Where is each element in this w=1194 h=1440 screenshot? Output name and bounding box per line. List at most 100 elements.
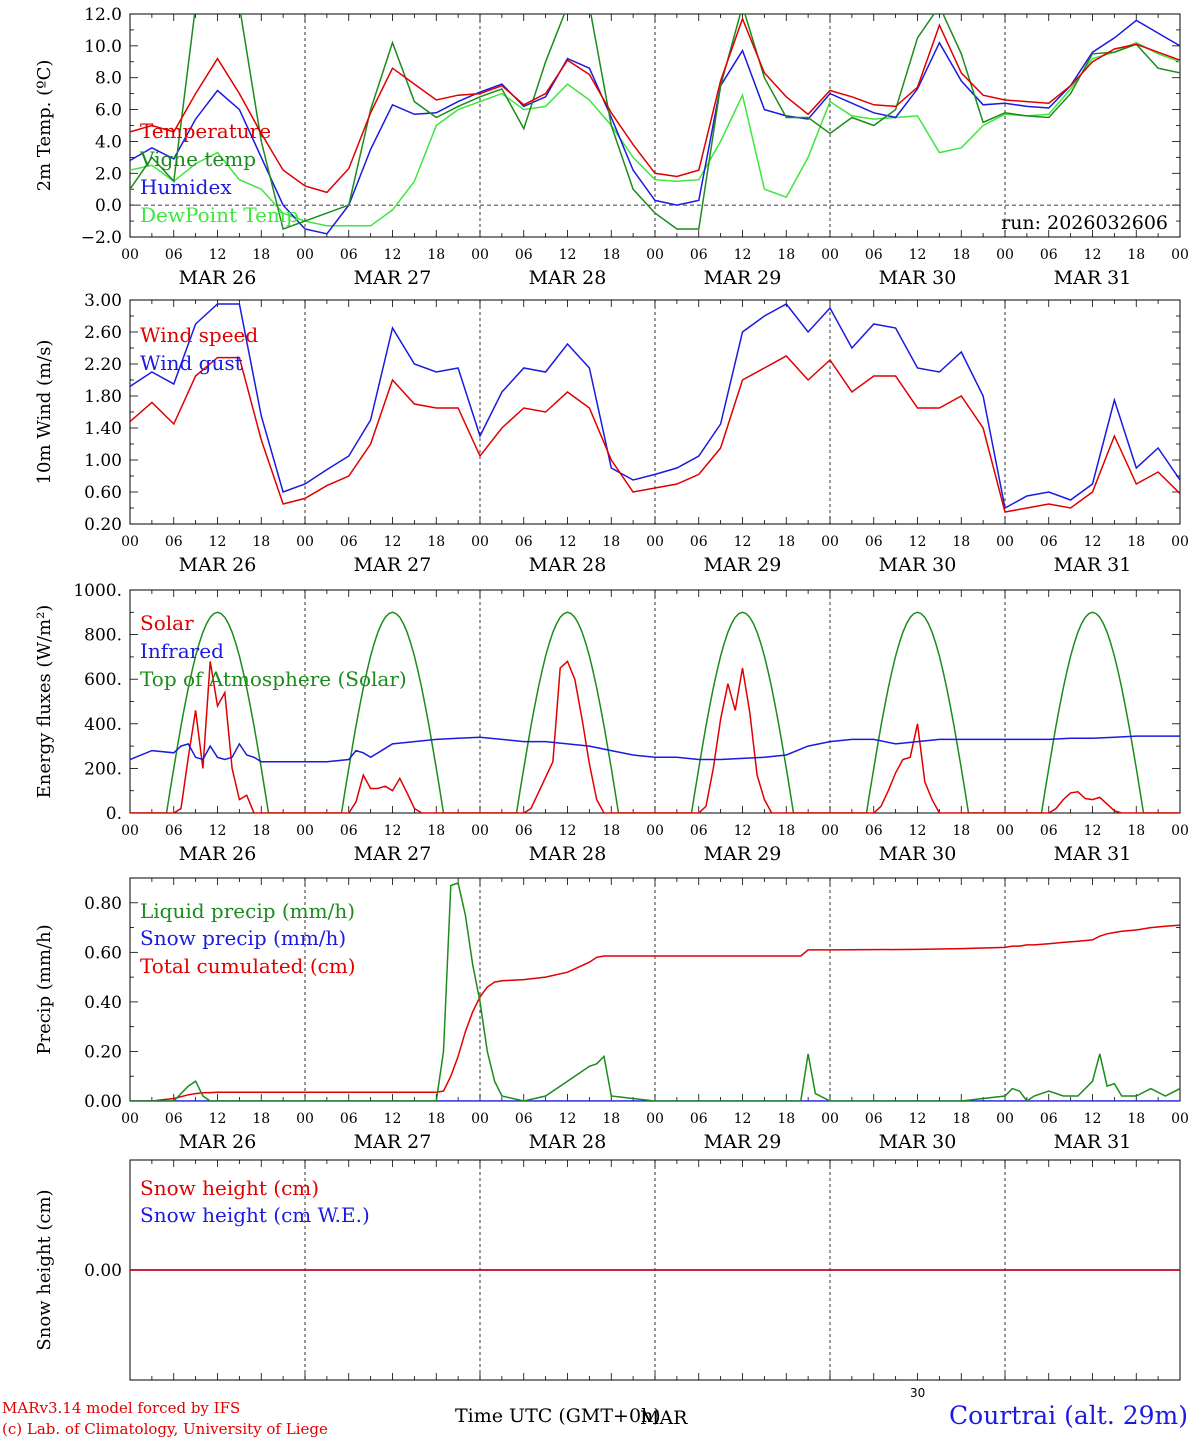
day-label: MAR 27 (354, 554, 432, 576)
x-tick-label: 00 (821, 1111, 839, 1127)
x-tick-label: 06 (1040, 1111, 1058, 1127)
x-tick-label: 12 (909, 1111, 927, 1127)
x-tick-label: 06 (515, 247, 533, 263)
x-tick-label: 12 (559, 1111, 577, 1127)
x-tick-label: 18 (602, 247, 620, 263)
y-tick-label: 2.20 (84, 355, 122, 375)
x-tick-label: 12 (1084, 534, 1102, 550)
x-tick-label: 00 (996, 1111, 1014, 1127)
x-tick-label: 06 (515, 823, 533, 839)
x-tick-label: 06 (165, 1111, 183, 1127)
day-label: MAR 29 (704, 267, 782, 289)
x-tick-label: 06 (690, 247, 708, 263)
model-line-2: (c) Lab. of Climatology, University of L… (2, 1420, 328, 1438)
day-label: MAR 29 (704, 843, 782, 865)
x-tick-label: 00 (821, 534, 839, 550)
model-credit: MARv3.14 model forced by IFS (c) Lab. of… (2, 1398, 328, 1440)
y-tick-label: 0.60 (84, 483, 122, 503)
x-tick-label: 00 (296, 534, 314, 550)
series-line-0 (130, 16, 1180, 194)
x-tick-label: 06 (165, 534, 183, 550)
series-line-1 (130, 303, 1180, 510)
x-tick-label: 18 (1127, 823, 1145, 839)
day-label: MAR 30 (879, 1131, 957, 1153)
day-label: MAR 26 (179, 267, 257, 289)
legend-entry: DewPoint Temp (140, 203, 299, 227)
series-line-2 (130, 924, 1180, 1101)
x-tick-label: 18 (252, 1111, 270, 1127)
x-tick-label: 00 (996, 823, 1014, 839)
x-tick-label: 06 (340, 247, 358, 263)
x-tick-label: 06 (690, 534, 708, 550)
legend-entry: Snow height (cm) (140, 1176, 319, 1200)
x-tick-label: 00 (996, 247, 1014, 263)
y-tick-label: 1000. (73, 581, 122, 601)
legend-entry: Total cumulated (cm) (140, 954, 356, 978)
x-tick-label: 00 (1171, 247, 1189, 263)
x-tick-label: 18 (952, 247, 970, 263)
y-axis-title: 10m Wind (m/s) (34, 340, 55, 485)
x-tick-label: 12 (1084, 823, 1102, 839)
series-line-0 (130, 882, 1180, 1101)
x-tick-label: 18 (777, 823, 795, 839)
y-tick-label: 0.20 (84, 515, 122, 535)
x-tick-label: 06 (165, 247, 183, 263)
legend-entry: Snow height (cm W.E.) (140, 1203, 370, 1227)
y-tick-label: 0.60 (84, 943, 122, 963)
x-tick-label: 18 (1127, 1111, 1145, 1127)
legend-entry: Wind gust (140, 351, 243, 375)
x-tick-label: 12 (909, 534, 927, 550)
day-label: MAR 28 (529, 1131, 607, 1153)
x-tick-label: 12 (559, 823, 577, 839)
x-tick-label: 06 (515, 1111, 533, 1127)
day-label: MAR 26 (179, 554, 257, 576)
y-tick-label: 400. (84, 715, 122, 735)
y-tick-label: 1.80 (84, 387, 122, 407)
y-tick-label: 0.00 (84, 1092, 122, 1112)
x-tick-label: 00 (296, 247, 314, 263)
x-tick-label: 00 (121, 1111, 139, 1127)
day-label: MAR 31 (1054, 1131, 1132, 1153)
x-tick-label: 12 (1084, 1111, 1102, 1127)
day-label: MAR 28 (529, 267, 607, 289)
x-tick-label: 00 (121, 823, 139, 839)
x-tick-label: 00 (471, 823, 489, 839)
x-tick-label: 00 (821, 247, 839, 263)
x-tick-label: 18 (427, 823, 445, 839)
x-tick-label: 18 (252, 823, 270, 839)
day-label: MAR 30 (879, 267, 957, 289)
x-tick-label: 18 (602, 823, 620, 839)
y-tick-label: 0.00 (84, 1261, 122, 1281)
legend-entry: Temperature (140, 119, 271, 143)
day-label: MAR 27 (354, 1131, 432, 1153)
x-tick-label: 00 (646, 534, 664, 550)
x-tick-label: 00 (821, 823, 839, 839)
x-tick-label: 06 (515, 534, 533, 550)
y-axis-title: 2m Temp. (ºC) (34, 60, 55, 192)
x-tick-label: 06 (340, 823, 358, 839)
x-tick-label: 00 (296, 1111, 314, 1127)
series-line-infrared (130, 735, 1180, 763)
day-label: MAR 27 (354, 843, 432, 865)
x-tick-label: 18 (252, 534, 270, 550)
x-tick-label: 18 (252, 247, 270, 263)
day-label: MAR 29 (704, 554, 782, 576)
x-tick-label: 00 (646, 823, 664, 839)
x-tick-label: 00 (471, 534, 489, 550)
time-overlap-text: MAR (640, 1407, 688, 1429)
x-tick-label: 18 (427, 1111, 445, 1127)
series-line-2 (130, 19, 1180, 235)
day-label: MAR 31 (1054, 843, 1132, 865)
x-tick-label: 06 (1040, 534, 1058, 550)
y-tick-label: 8.0 (95, 69, 122, 89)
x-tick-label: 18 (427, 534, 445, 550)
time-label: Time UTC (GMT+0h) (455, 1405, 661, 1427)
x-tick-label: 00 (471, 247, 489, 263)
x-tick-label: 12 (209, 823, 227, 839)
day-label: MAR 28 (529, 843, 607, 865)
y-tick-label: 0. (106, 804, 122, 824)
legend-entry: Liquid precip (mm/h) (140, 899, 355, 923)
x-tick-label: 12 (734, 823, 752, 839)
y-tick-label: 200. (84, 759, 122, 779)
y-tick-label: 0.80 (84, 894, 122, 914)
